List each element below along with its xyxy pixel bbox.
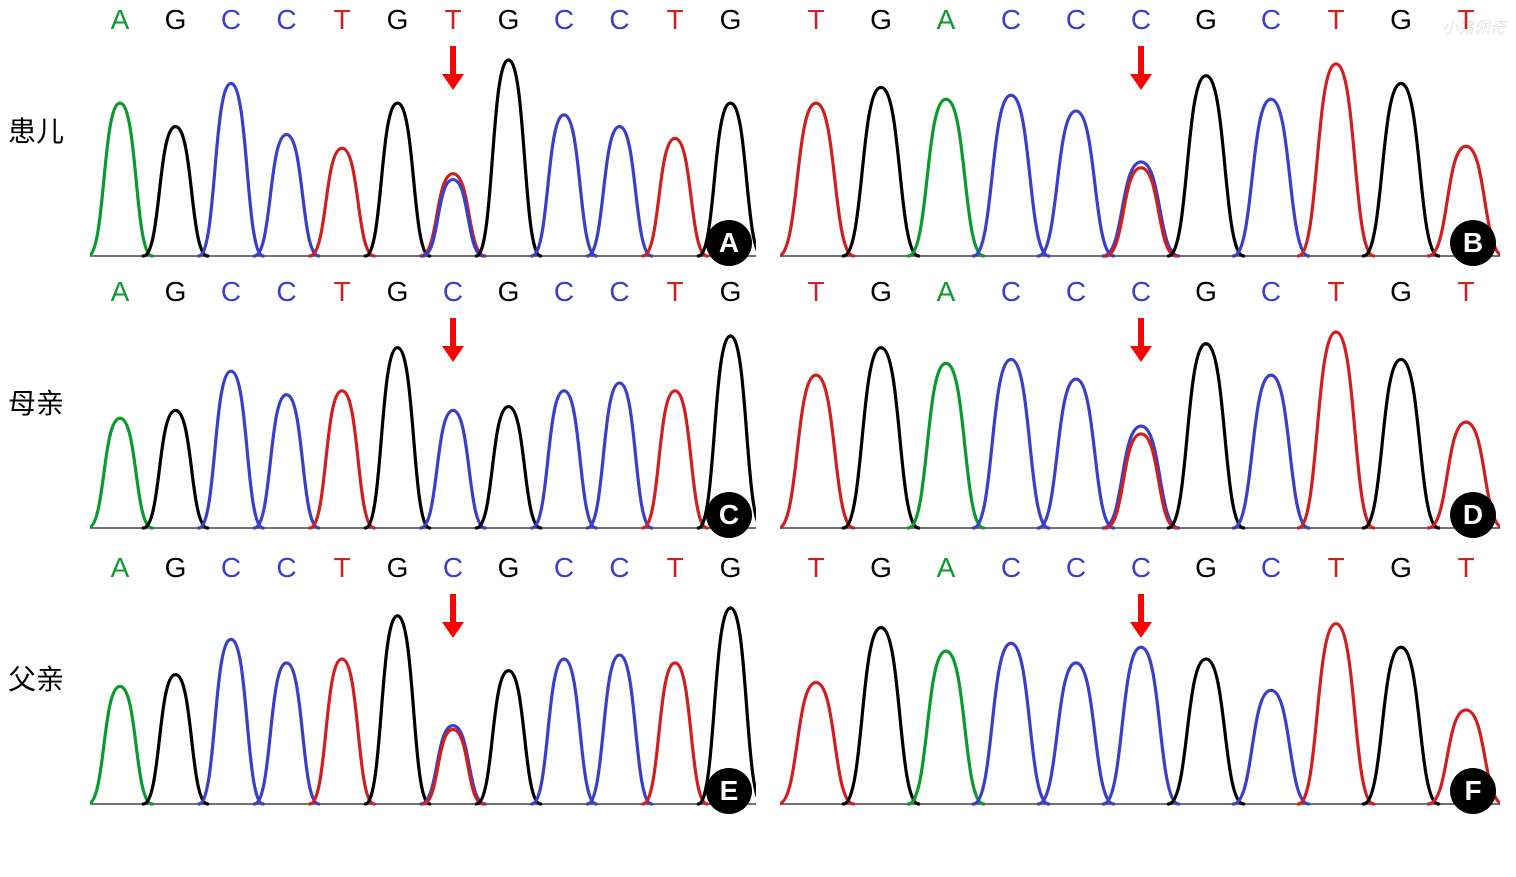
- base-letter: C: [1256, 4, 1286, 36]
- base-letter: C: [605, 552, 635, 584]
- base-letter: C: [549, 4, 579, 36]
- base-letter: C: [1256, 552, 1286, 584]
- chromatogram-panel-C: [90, 316, 756, 536]
- mutation-arrow-icon: [440, 44, 466, 92]
- base-letter: C: [216, 276, 246, 308]
- base-letter: T: [1321, 276, 1351, 308]
- base-letter: G: [1386, 552, 1416, 584]
- sequence-letters-right: TGACCCGCTGT: [780, 4, 1500, 38]
- base-letter: G: [383, 552, 413, 584]
- panel-badge-B: B: [1450, 220, 1496, 266]
- base-letter: C: [605, 276, 635, 308]
- base-letter: G: [1191, 276, 1221, 308]
- base-letter: G: [1386, 4, 1416, 36]
- mutation-arrow-icon: [1128, 592, 1154, 640]
- base-letter: C: [272, 276, 302, 308]
- base-letter: T: [801, 552, 831, 584]
- base-letter: G: [1191, 552, 1221, 584]
- base-letter: G: [383, 276, 413, 308]
- sequence-letters-left: AGCCTGCGCCTG: [90, 552, 756, 586]
- base-letter: G: [866, 276, 896, 308]
- base-letter: A: [105, 4, 135, 36]
- base-letter: T: [327, 4, 357, 36]
- base-letter: G: [1386, 276, 1416, 308]
- base-letter: G: [716, 552, 746, 584]
- base-letter: T: [1451, 4, 1481, 36]
- row-2: 父亲AGCCTGCGCCTGETGACCCGCTGTF: [0, 548, 1516, 812]
- base-letter: T: [1451, 276, 1481, 308]
- base-letter: C: [216, 552, 246, 584]
- base-letter: G: [161, 276, 191, 308]
- panel-badge-D: D: [1450, 492, 1496, 538]
- base-letter: G: [716, 276, 746, 308]
- base-letter: T: [327, 552, 357, 584]
- row-label: 母亲: [8, 382, 88, 422]
- base-letter: G: [383, 4, 413, 36]
- sequence-letters-right: TGACCCGCTGT: [780, 552, 1500, 586]
- row-label: 父亲: [8, 658, 88, 698]
- base-letter: G: [161, 4, 191, 36]
- base-letter: G: [716, 4, 746, 36]
- base-letter: C: [1126, 552, 1156, 584]
- base-letter: A: [931, 4, 961, 36]
- panel-badge-E: E: [706, 768, 752, 814]
- base-letter: T: [801, 276, 831, 308]
- base-letter: C: [1126, 276, 1156, 308]
- row-1: 母亲AGCCTGCGCCTGCTGACCCGCTGTD: [0, 272, 1516, 536]
- base-letter: G: [494, 276, 524, 308]
- panel-badge-F: F: [1450, 768, 1496, 814]
- base-letter: T: [1321, 4, 1351, 36]
- base-letter: C: [605, 4, 635, 36]
- base-letter: A: [931, 276, 961, 308]
- base-letter: C: [996, 4, 1026, 36]
- base-letter: G: [161, 552, 191, 584]
- base-letter: G: [866, 552, 896, 584]
- panel-badge-A: A: [706, 220, 752, 266]
- base-letter: C: [996, 276, 1026, 308]
- row-label: 患儿: [8, 110, 88, 150]
- base-letter: C: [216, 4, 246, 36]
- base-letter: C: [1061, 276, 1091, 308]
- base-letter: C: [438, 552, 468, 584]
- base-letter: C: [1126, 4, 1156, 36]
- base-letter: T: [801, 4, 831, 36]
- base-letter: A: [931, 552, 961, 584]
- mutation-arrow-icon: [440, 592, 466, 640]
- base-letter: G: [1191, 4, 1221, 36]
- base-letter: C: [996, 552, 1026, 584]
- base-letter: G: [494, 4, 524, 36]
- base-letter: C: [1256, 276, 1286, 308]
- row-0: 患儿AGCCTGTGCCTGATGACCCGCTGTB: [0, 0, 1516, 264]
- base-letter: T: [660, 276, 690, 308]
- base-letter: T: [327, 276, 357, 308]
- base-letter: A: [105, 276, 135, 308]
- mutation-arrow-icon: [1128, 316, 1154, 364]
- base-letter: C: [272, 4, 302, 36]
- panel-badge-C: C: [706, 492, 752, 538]
- base-letter: T: [660, 4, 690, 36]
- base-letter: T: [660, 552, 690, 584]
- sequence-letters-right: TGACCCGCTGT: [780, 276, 1500, 310]
- mutation-arrow-icon: [440, 316, 466, 364]
- base-letter: A: [105, 552, 135, 584]
- base-letter: C: [1061, 4, 1091, 36]
- base-letter: C: [549, 552, 579, 584]
- chromatogram-panel-E: [90, 592, 756, 812]
- base-letter: T: [1451, 552, 1481, 584]
- base-letter: T: [1321, 552, 1351, 584]
- sequence-letters-left: AGCCTGCGCCTG: [90, 276, 756, 310]
- base-letter: C: [438, 276, 468, 308]
- sequence-letters-left: AGCCTGTGCCTG: [90, 4, 756, 38]
- base-letter: C: [272, 552, 302, 584]
- base-letter: C: [549, 276, 579, 308]
- chromatogram-figure: 小猪佩奇 患儿AGCCTGTGCCTGATGACCCGCTGTB母亲AGCCTG…: [0, 0, 1516, 877]
- base-letter: C: [1061, 552, 1091, 584]
- base-letter: T: [438, 4, 468, 36]
- base-letter: G: [866, 4, 896, 36]
- mutation-arrow-icon: [1128, 44, 1154, 92]
- chromatogram-panel-A: [90, 44, 756, 264]
- base-letter: G: [494, 552, 524, 584]
